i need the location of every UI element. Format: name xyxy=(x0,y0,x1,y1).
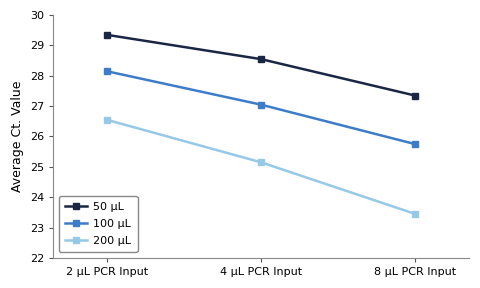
100 μL xyxy=(258,103,264,106)
100 μL xyxy=(104,69,110,73)
50 μL xyxy=(104,33,110,37)
Legend: 50 μL, 100 μL, 200 μL: 50 μL, 100 μL, 200 μL xyxy=(59,196,138,252)
Line: 50 μL: 50 μL xyxy=(103,31,419,99)
100 μL xyxy=(412,142,418,146)
Line: 100 μL: 100 μL xyxy=(103,68,419,147)
Line: 200 μL: 200 μL xyxy=(103,116,419,217)
Y-axis label: Average Ct. Value: Average Ct. Value xyxy=(11,81,24,192)
50 μL xyxy=(258,57,264,61)
200 μL xyxy=(258,160,264,164)
200 μL xyxy=(412,212,418,216)
200 μL xyxy=(104,118,110,122)
50 μL xyxy=(412,94,418,97)
